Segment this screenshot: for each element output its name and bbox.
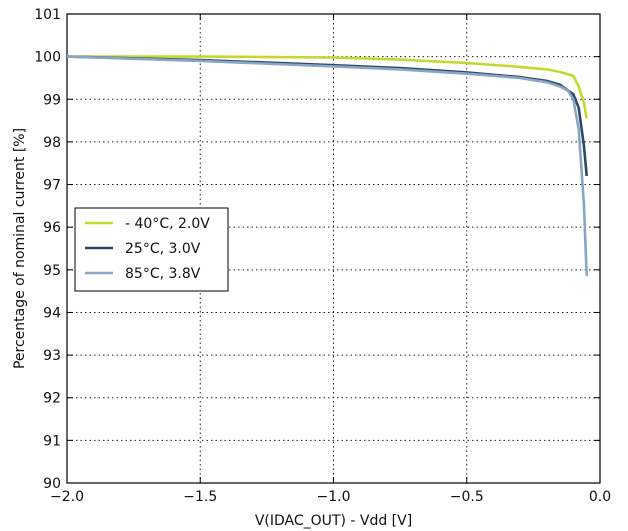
y-tick-label: 94 [43, 305, 61, 321]
y-tick-label: 95 [43, 263, 61, 279]
series-lines [66, 55, 588, 277]
series-line-1 [67, 55, 588, 119]
y-tick-label: 92 [43, 391, 61, 407]
y-tick-label: 100 [34, 50, 61, 66]
x-tick-label: 0.0 [589, 489, 611, 505]
y-tick-label: 97 [43, 178, 61, 194]
y-tick-label: 99 [43, 92, 61, 108]
series-line-2 [66, 55, 588, 177]
y-tick-label: 93 [43, 348, 61, 364]
x-tick-label: −0.5 [450, 489, 484, 505]
y-tick-label: 98 [43, 135, 61, 151]
y-tick-label: 101 [34, 7, 61, 23]
y-axis-label: Percentage of nominal current [%] [12, 128, 28, 369]
series-line-3 [66, 55, 588, 277]
x-tick-label: −1.0 [317, 489, 351, 505]
x-tick-label: −2.0 [50, 489, 84, 505]
axis-ticks: −2.0 −1.5 −1.0 −0.5 0.0 90 91 92 93 94 95 96 97 98 99 1… [34, 7, 611, 505]
legend-label-1: - 40°C, 2.0V [125, 216, 210, 232]
y-tick-label: 91 [43, 433, 61, 449]
y-tick-label: 90 [43, 476, 61, 492]
legend-label-3: 85°C, 3.8V [125, 266, 201, 282]
legend-label-2: 25°C, 3.0V [125, 241, 201, 257]
y-tick-label: 96 [43, 220, 61, 236]
x-axis-label: V(IDAC_OUT) - Vdd [V] [255, 513, 412, 529]
x-tick-label: −1.5 [183, 489, 217, 505]
legend: - 40°C, 2.0V 25°C, 3.0V 85°C, 3.8V [74, 207, 229, 292]
